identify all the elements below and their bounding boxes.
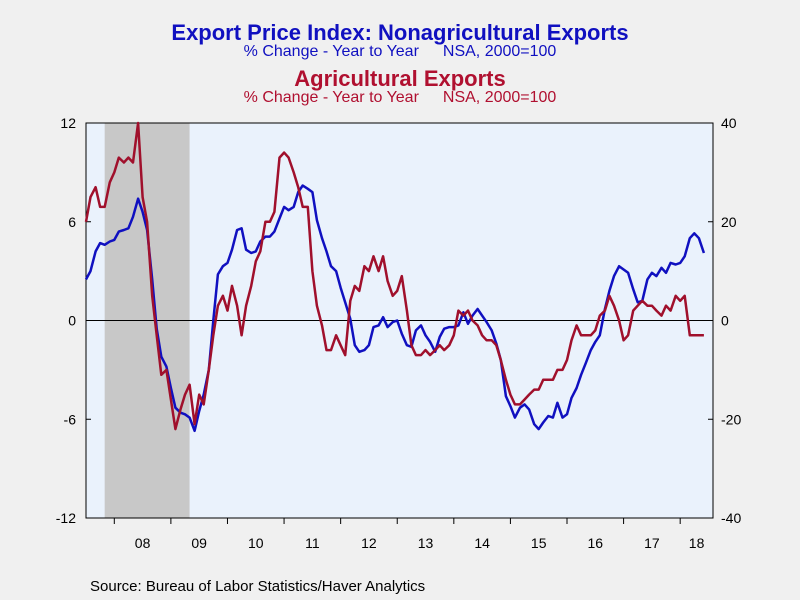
line-chart: 12 6 0 -6 -12 40 20 0 -20 -40 08 09 10 11 12 13 14 15 16 17… [0,0,800,600]
y-left-tick-label: 6 [68,214,76,230]
x-tick-label: 16 [588,535,604,551]
x-tick-label: 14 [474,535,490,551]
y-left-tick-label: -12 [56,510,76,526]
x-tick-label: 09 [191,535,207,551]
source-note: Source: Bureau of Labor Statistics/Haver… [90,578,425,595]
y-left-tick-label: 12 [60,115,76,131]
x-tick-label: 13 [418,535,434,551]
x-tick-label: 18 [689,535,705,551]
y-right-tick-label: -40 [721,510,741,526]
y-right-tick-label: 20 [721,214,737,230]
x-tick-label: 08 [135,535,151,551]
x-tick-label: 15 [531,535,547,551]
y-right-tick-label: -20 [721,411,741,427]
x-tick-label: 11 [305,535,320,551]
x-tick-label: 10 [248,535,264,551]
y-right-tick-label: 40 [721,115,737,131]
y-left-tick-label: -6 [64,411,77,427]
x-tick-label: 12 [361,535,377,551]
y-left-tick-label: 0 [68,313,76,329]
y-right-tick-label: 0 [721,313,729,329]
x-tick-label: 17 [644,535,660,551]
